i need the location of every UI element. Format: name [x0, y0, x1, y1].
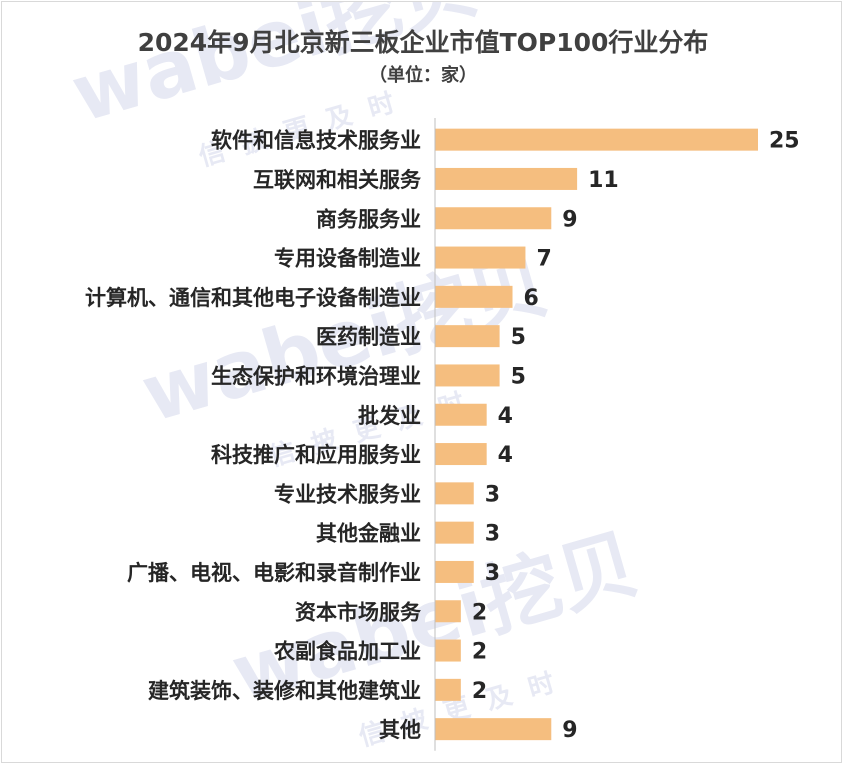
data-label: 25	[769, 129, 800, 154]
bar	[435, 128, 758, 151]
category-label: 科技推广和应用服务业	[211, 443, 421, 467]
data-label: 9	[562, 718, 577, 743]
bar	[435, 167, 578, 190]
chart-subtitle: （单位：家）	[369, 64, 477, 86]
category-label: 广播、电视、电影和录音制作业	[127, 561, 421, 585]
category-label: 批发业	[358, 404, 421, 428]
category-label: 专用设备制造业	[274, 247, 421, 271]
data-label: 2	[472, 600, 487, 625]
data-label: 6	[524, 286, 539, 311]
category-label: 其他金融业	[316, 522, 421, 546]
category-label: 生态保护和环境治理业	[211, 364, 421, 388]
data-label: 5	[511, 325, 526, 350]
bar	[435, 285, 513, 308]
category-labels: 软件和信息技术服务业互联网和相关服务商务服务业专用设备制造业计算机、通信和其他电…	[85, 129, 422, 743]
bar	[435, 718, 552, 741]
data-label: 3	[485, 522, 500, 547]
data-label: 4	[498, 443, 513, 468]
bar	[435, 207, 552, 230]
bar	[435, 560, 474, 583]
category-label: 农副食品加工业	[273, 640, 421, 664]
bar	[435, 403, 487, 426]
data-label: 2	[472, 640, 487, 665]
bar	[435, 443, 487, 466]
data-label: 3	[485, 482, 500, 507]
category-label: 建筑装饰、装修和其他建筑业	[148, 679, 421, 703]
bar	[435, 482, 474, 505]
bar	[435, 600, 461, 623]
category-label: 其他	[379, 718, 421, 742]
data-label: 3	[485, 561, 500, 586]
bar	[435, 639, 461, 662]
bar	[435, 364, 500, 387]
data-label: 9	[562, 207, 577, 232]
bar	[435, 246, 526, 269]
bar	[435, 678, 461, 701]
data-label: 7	[536, 247, 551, 272]
category-label: 软件和信息技术服务业	[211, 129, 421, 153]
category-label: 医药制造业	[316, 325, 421, 349]
category-label: 专业技术服务业	[274, 482, 421, 506]
category-label: 计算机、通信和其他电子设备制造业	[85, 286, 421, 310]
category-label: 资本市场服务	[295, 600, 422, 624]
data-label: 2	[472, 679, 487, 704]
data-label: 5	[511, 364, 526, 389]
category-label: 互联网和相关服务	[253, 168, 422, 192]
chart-title: 2024年9月北京新三板企业市值TOP100行业分布	[138, 28, 709, 57]
bars	[435, 128, 758, 741]
data-label: 4	[498, 404, 513, 429]
category-label: 商务服务业	[316, 207, 421, 231]
bar	[435, 521, 474, 544]
data-label: 11	[588, 168, 619, 193]
bar	[435, 325, 500, 348]
